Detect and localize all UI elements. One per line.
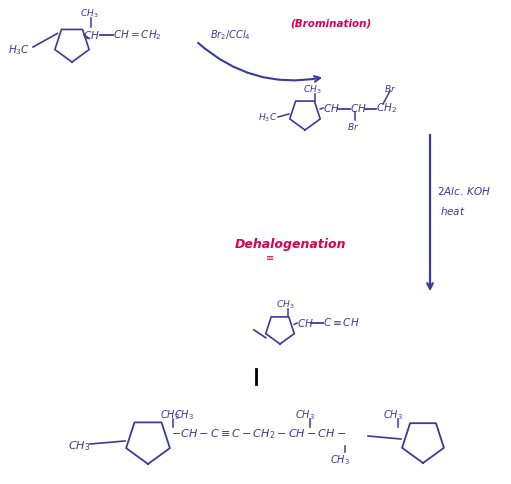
Text: $CH_3$: $CH_3$ xyxy=(160,407,180,421)
Text: $heat$: $heat$ xyxy=(440,205,466,216)
Text: $Br_2/CCl_4$: $Br_2/CCl_4$ xyxy=(210,28,251,42)
Text: $CH_3$: $CH_3$ xyxy=(276,298,294,311)
Text: $2Alc.\,KOH$: $2Alc.\,KOH$ xyxy=(437,184,491,197)
Text: $H_3C$: $H_3C$ xyxy=(258,111,277,124)
Text: $H_3C$: $H_3C$ xyxy=(8,43,30,57)
Text: $Br$: $Br$ xyxy=(384,82,396,93)
Text: $C{\equiv}CH$: $C{\equiv}CH$ xyxy=(323,316,360,327)
Text: $CH$: $CH$ xyxy=(297,317,314,328)
Text: $Br$: $Br$ xyxy=(347,120,359,131)
Text: $CH = CH_2$: $CH = CH_2$ xyxy=(113,28,161,42)
Text: $CH$: $CH$ xyxy=(83,29,100,41)
Text: $CH_3$: $CH_3$ xyxy=(295,407,315,421)
Text: $CH$: $CH$ xyxy=(350,102,367,114)
Text: $CH_3$: $CH_3$ xyxy=(174,407,194,421)
Text: $CH_3$: $CH_3$ xyxy=(80,8,98,20)
Text: $CH_2$: $CH_2$ xyxy=(376,101,397,115)
Text: (Bromination): (Bromination) xyxy=(290,18,371,28)
Text: $CH_3$: $CH_3$ xyxy=(330,452,350,466)
Text: $CH_3$: $CH_3$ xyxy=(68,438,90,452)
Text: $\equiv$: $\equiv$ xyxy=(265,252,275,261)
Text: $CH_3$: $CH_3$ xyxy=(383,407,403,421)
Text: $CH$: $CH$ xyxy=(323,102,340,114)
Text: Dehalogenation: Dehalogenation xyxy=(235,238,346,251)
Text: $-CH-C{\equiv}C-CH_2-CH-CH-$: $-CH-C{\equiv}C-CH_2-CH-CH-$ xyxy=(171,426,346,440)
Text: $CH_3$: $CH_3$ xyxy=(303,84,321,96)
